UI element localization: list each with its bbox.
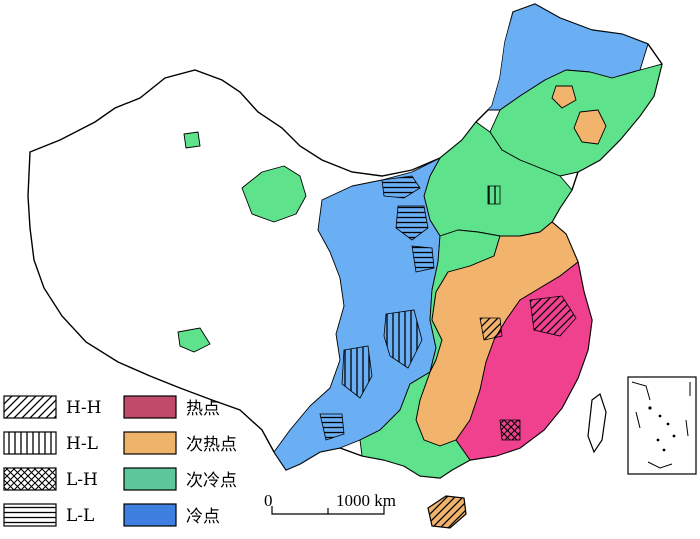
- legend-patterns: H-H H-L L-H L-L: [3, 395, 101, 527]
- overlay-lh-south: [499, 419, 521, 441]
- legend-swatch-category-1: [123, 431, 177, 455]
- legend-label-h-h: H-H: [66, 398, 101, 418]
- scale-bar-start-label: 0: [264, 491, 273, 510]
- legend-swatch-category-2: [123, 467, 177, 491]
- region-subhot-northeast: [573, 109, 607, 145]
- legend-swatch-h-h: [3, 395, 57, 419]
- legend-label-h-l: H-L: [66, 434, 98, 454]
- legend-swatch-h-l: [3, 431, 57, 455]
- region-subhot-northeast-2: [551, 85, 577, 109]
- legend-label-l-h: L-H: [66, 470, 98, 490]
- region-subcold-patch-tibet: [177, 327, 211, 353]
- legend-swatch-category-0: [123, 395, 177, 419]
- legend-label-category-2: 次冷点: [186, 471, 237, 491]
- legend-swatch-category-3: [123, 503, 177, 527]
- taiwan-island: [587, 393, 607, 454]
- scale-bar: 0 1000 km: [264, 491, 396, 515]
- legend-swatch-l-h: [3, 467, 57, 491]
- overlay-hl-sichuan: [383, 309, 423, 369]
- legend-label-category-0: 热点: [186, 399, 220, 419]
- overlay-hl-yunnan: [341, 345, 373, 399]
- legend-label-category-1: 次热点: [186, 435, 237, 455]
- overlay-ll-qinghai: [395, 205, 429, 241]
- scale-bar-end-label: 1000 km: [336, 491, 396, 510]
- overlay-ll-north: [381, 175, 421, 199]
- overlay-hh-central: [479, 317, 503, 341]
- overlay-hl-north: [487, 185, 501, 205]
- overlay-ll-yunnan: [319, 413, 345, 441]
- hainan-hatch: [428, 496, 466, 528]
- overlay-hh-east: [529, 295, 577, 337]
- region-subcold-west: [241, 165, 307, 223]
- overlay-ll-central: [411, 245, 435, 273]
- legend-label-category-3: 冷点: [186, 507, 220, 527]
- legend-swatch-l-l: [3, 503, 57, 527]
- region-subcold-patch-xinjiang: [183, 131, 201, 149]
- south-china-sea-inset: [627, 376, 697, 475]
- legend-label-l-l: L-L: [66, 506, 94, 526]
